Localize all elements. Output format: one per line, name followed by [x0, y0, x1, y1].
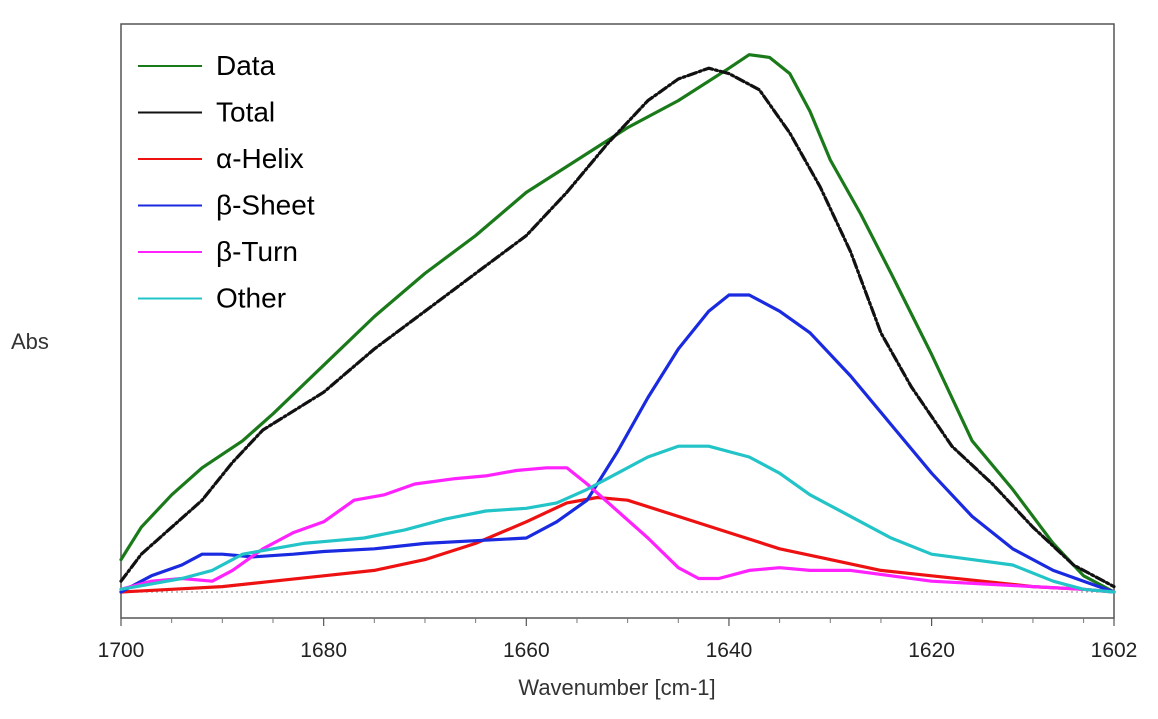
x-tick-label: 1700	[98, 639, 145, 662]
legend-label: α-Helix	[216, 143, 304, 174]
series-line-sheet	[119, 293, 1116, 594]
legend-label: Total	[216, 97, 275, 128]
x-tick-label: 1680	[300, 639, 347, 662]
series-line-total	[119, 66, 1116, 589]
legend-label: β-Sheet	[216, 190, 315, 221]
series-line-data	[119, 53, 1116, 594]
series-layer	[119, 53, 1116, 594]
legend-label: Data	[216, 50, 276, 81]
x-axis-ticks: 1700 1680 1660 1640 1620 1602	[98, 618, 1138, 662]
legend: Data Total α-Helix β-Sheet β-Turn Other	[138, 50, 315, 314]
x-tick-label: 1660	[503, 639, 550, 662]
x-tick-label: 1602	[1091, 639, 1138, 662]
x-tick-label: 1620	[908, 639, 955, 662]
series-line-turn	[119, 466, 1116, 594]
x-axis-label: Wavenumber [cm-1]	[518, 675, 715, 700]
legend-label: β-Turn	[216, 236, 298, 267]
y-axis-label: Abs	[11, 329, 49, 354]
legend-label: Other	[216, 283, 286, 314]
series-line-other	[119, 444, 1116, 594]
plot-frame	[120, 23, 1115, 619]
series-line-helix	[119, 495, 1116, 594]
x-tick-label: 1640	[706, 639, 753, 662]
